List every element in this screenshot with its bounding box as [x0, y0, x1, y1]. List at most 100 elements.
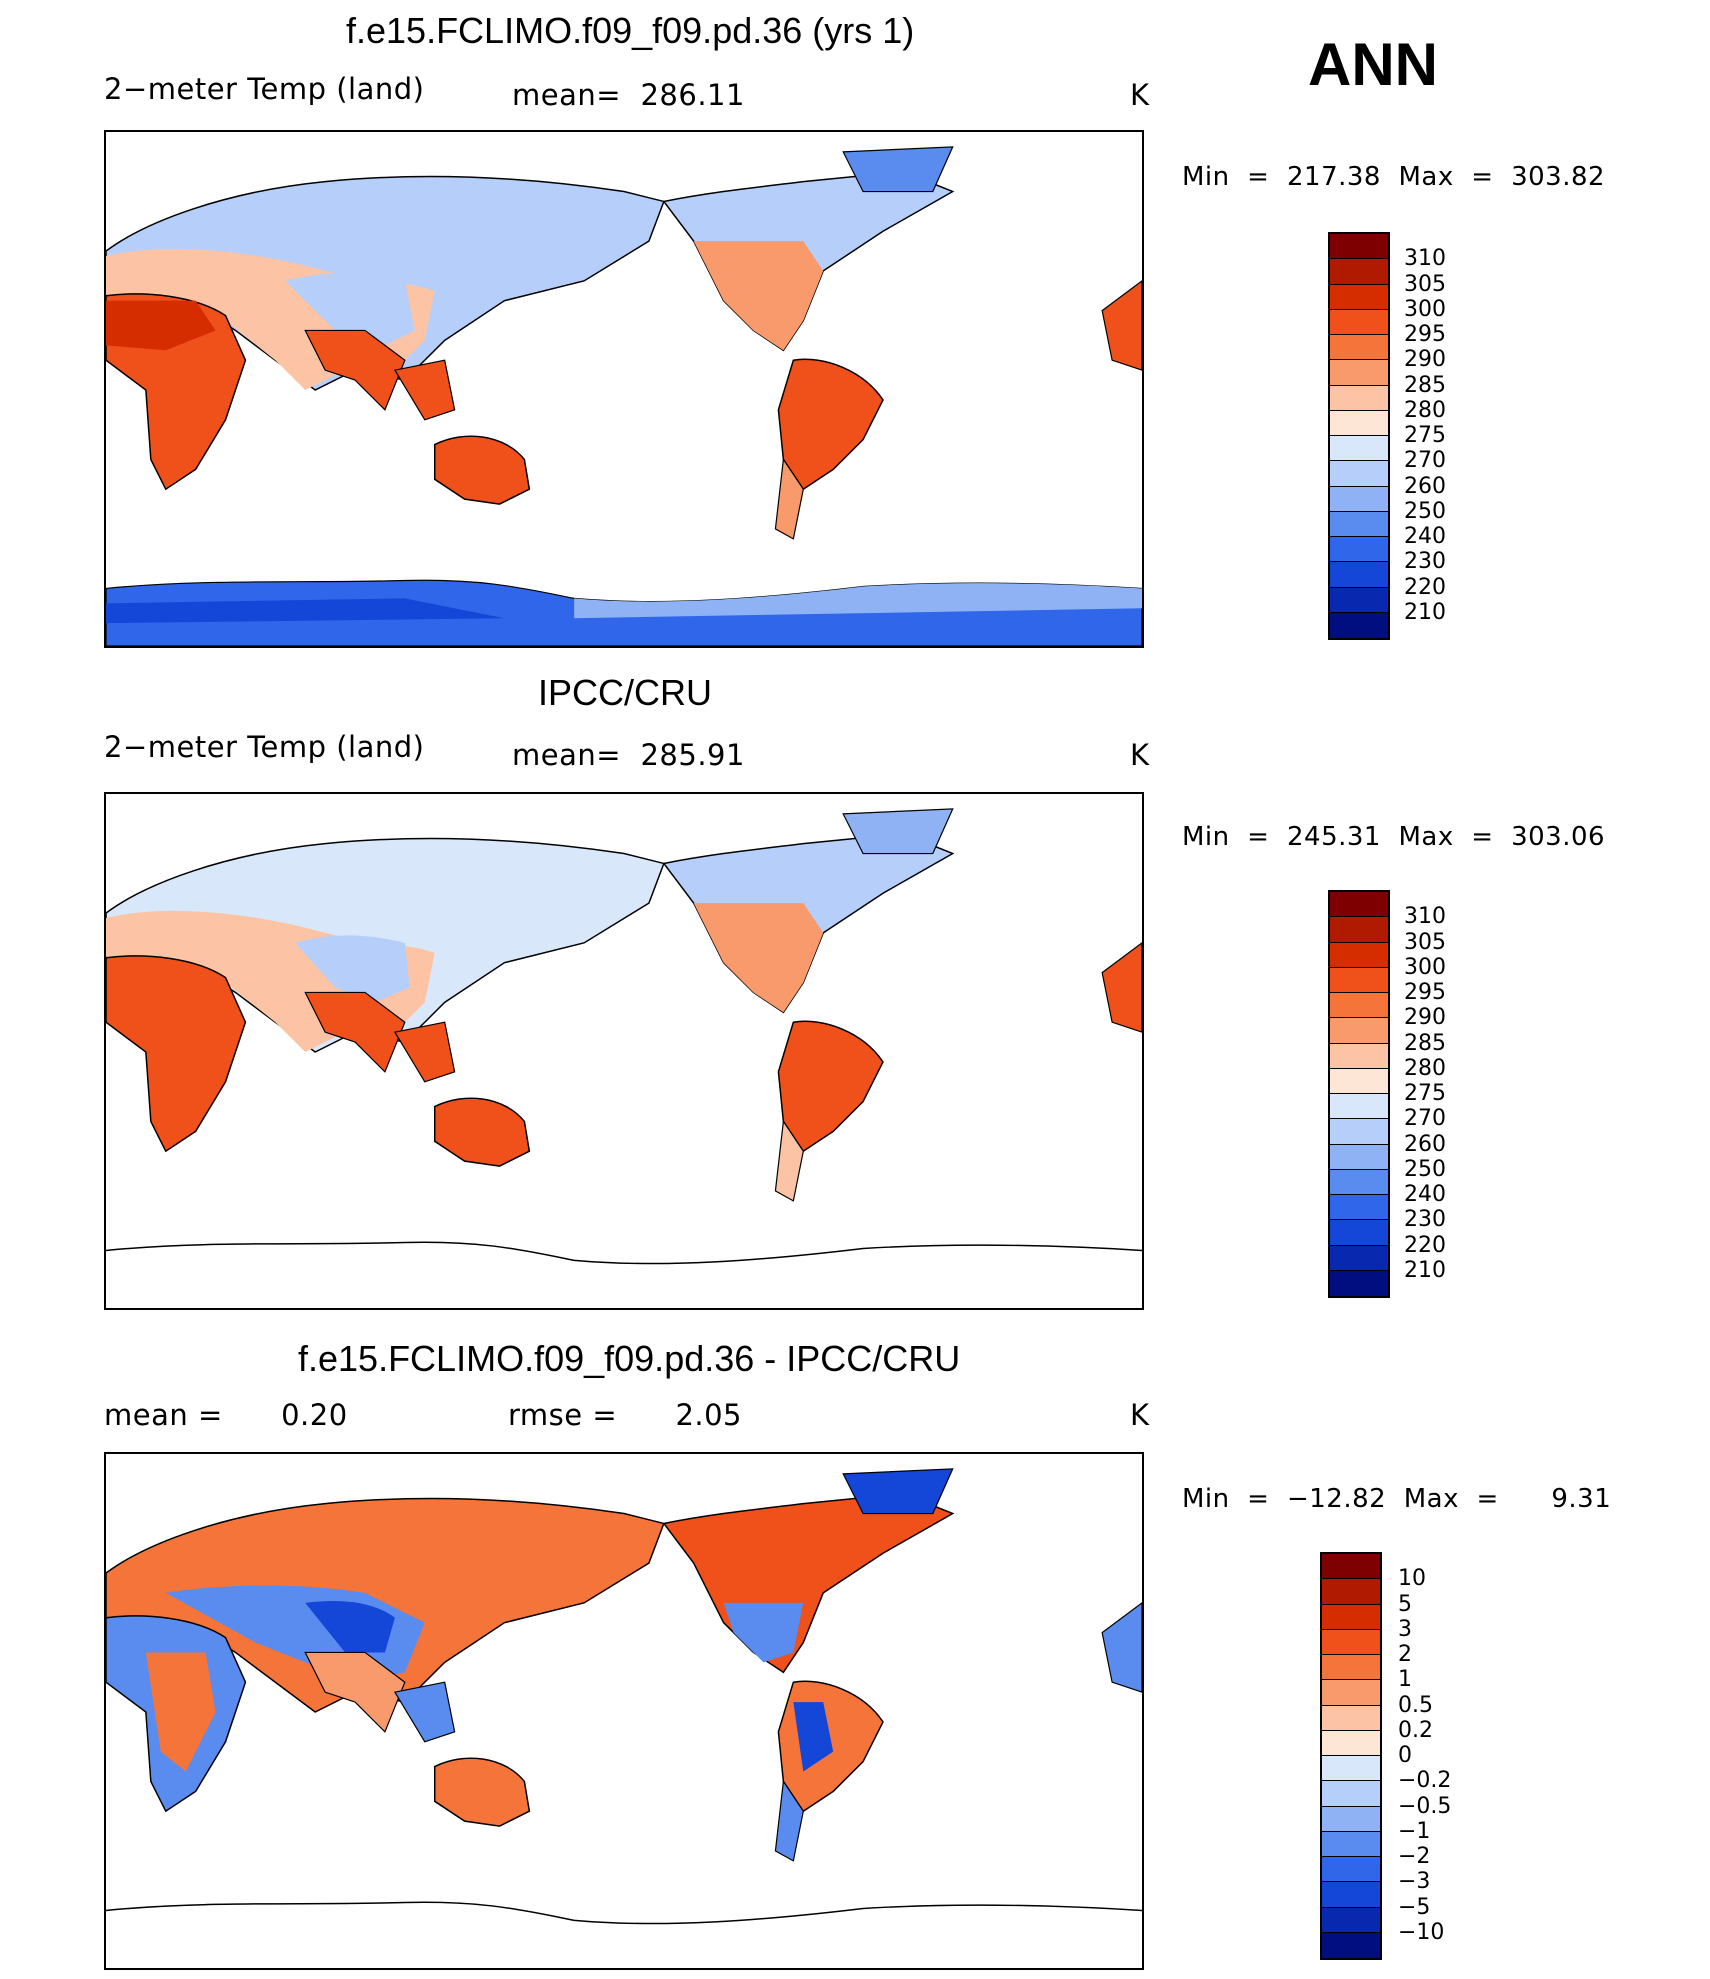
- colorbar-box: [1330, 917, 1388, 943]
- colorbar-box: [1330, 1245, 1388, 1271]
- colorbar-tick-label: 280: [1404, 1055, 1446, 1081]
- colorbar-box: [1330, 1119, 1388, 1145]
- colorbar-tick-label: 250: [1404, 498, 1446, 524]
- colorbar-box: [1330, 942, 1388, 968]
- colorbar-box: [1330, 511, 1388, 537]
- colorbar-tick-label: 230: [1404, 1207, 1446, 1233]
- panel-2-variable-label: 2−meter Temp (land): [104, 730, 425, 764]
- panel-1-variable-label: 2−meter Temp (land): [104, 72, 425, 106]
- colorbar-tick-label: 300: [1404, 296, 1446, 322]
- colorbar-box: [1330, 967, 1388, 993]
- colorbar-box: [1330, 562, 1388, 588]
- colorbar-tick-label: −0.5: [1398, 1793, 1452, 1819]
- colorbar-box: [1322, 1705, 1380, 1731]
- colorbar-tick-label: 270: [1404, 1106, 1446, 1132]
- colorbar-box: [1330, 1068, 1388, 1094]
- colorbar-box: [1322, 1882, 1380, 1908]
- colorbar-tick-label: 230: [1404, 549, 1446, 575]
- colorbar-tick-label: 0: [1398, 1743, 1412, 1768]
- colorbar-box: [1330, 335, 1388, 361]
- colorbar-box: [1330, 234, 1388, 260]
- colorbar-tick-label: 250: [1404, 1156, 1446, 1182]
- colorbar-tick-label: 270: [1404, 448, 1446, 474]
- panel-1-colorbar: [1328, 232, 1390, 640]
- colorbar-box: [1330, 1220, 1388, 1246]
- panel-2-mean: mean= 285.91: [512, 738, 745, 772]
- colorbar-tick-label: 295: [1404, 980, 1446, 1005]
- panel-1-world-map: [106, 146, 1142, 646]
- colorbar-tick-label: 295: [1404, 322, 1446, 347]
- colorbar-box: [1322, 1579, 1380, 1605]
- colorbar-tick-label: 240: [1404, 1182, 1446, 1207]
- panel-3-world-map: [106, 1468, 1142, 1925]
- colorbar-tick-label: 10: [1398, 1566, 1426, 1592]
- panel-3-colorbar: [1320, 1552, 1382, 1960]
- panel-3-rmse: rmse = 2.05: [508, 1398, 743, 1432]
- colorbar-tick-label: 305: [1404, 271, 1446, 297]
- colorbar-tick-label: 0.5: [1398, 1692, 1433, 1718]
- panel-2-map: [104, 792, 1144, 1310]
- colorbar-tick-label: 210: [1404, 1257, 1446, 1283]
- colorbar-box: [1322, 1730, 1380, 1756]
- colorbar-tick-label: 260: [1404, 473, 1446, 499]
- season-label: ANN: [1308, 31, 1438, 98]
- colorbar-box: [1330, 259, 1388, 285]
- colorbar-tick-label: 285: [1404, 372, 1446, 398]
- colorbar-box: [1322, 1629, 1380, 1655]
- colorbar-tick-label: 1: [1398, 1667, 1412, 1693]
- colorbar-tick-label: 290: [1404, 1005, 1446, 1031]
- colorbar-box: [1330, 436, 1388, 462]
- colorbar-tick-label: 310: [1404, 246, 1446, 272]
- colorbar-tick-label: 210: [1404, 599, 1446, 625]
- panel-3-units: K: [1130, 1398, 1150, 1432]
- colorbar-box: [1330, 1169, 1388, 1195]
- colorbar-box: [1330, 410, 1388, 436]
- colorbar-box: [1322, 1831, 1380, 1857]
- colorbar-box: [1330, 892, 1388, 918]
- colorbar-box: [1330, 385, 1388, 411]
- colorbar-tick-label: 275: [1404, 1081, 1446, 1106]
- colorbar-box: [1330, 587, 1388, 613]
- colorbar-box: [1330, 1094, 1388, 1120]
- panel-2-world-map: [106, 808, 1142, 1265]
- panel-1-mean: mean= 286.11: [512, 78, 745, 112]
- colorbar-box: [1322, 1857, 1380, 1883]
- colorbar-box: [1330, 1043, 1388, 1069]
- colorbar-box: [1322, 1680, 1380, 1706]
- colorbar-box: [1330, 461, 1388, 487]
- colorbar-box: [1330, 360, 1388, 386]
- colorbar-box: [1322, 1806, 1380, 1832]
- panel-1-map: [104, 130, 1144, 648]
- panel-2-units: K: [1130, 738, 1150, 772]
- colorbar-box: [1330, 1270, 1388, 1296]
- panel-3-mean: mean = 0.20: [104, 1398, 348, 1432]
- colorbar-box: [1330, 537, 1388, 563]
- colorbar-tick-label: 2: [1398, 1642, 1412, 1667]
- panel-1-title: f.e15.FCLIMO.f09_f09.pd.36 (yrs 1): [346, 10, 915, 51]
- colorbar-tick-label: 5: [1398, 1591, 1412, 1617]
- colorbar-tick-label: 285: [1404, 1030, 1446, 1056]
- colorbar-box: [1330, 1144, 1388, 1170]
- panel-1-units: K: [1130, 78, 1150, 112]
- colorbar-tick-label: 3: [1398, 1616, 1412, 1642]
- colorbar-box: [1330, 284, 1388, 310]
- colorbar-tick-label: 290: [1404, 347, 1446, 373]
- colorbar-box: [1322, 1932, 1380, 1958]
- panel-1-minmax: Min = 217.38 Max = 303.82: [1182, 162, 1606, 192]
- colorbar-tick-label: −3: [1398, 1869, 1431, 1895]
- panel-3-map: [104, 1452, 1144, 1970]
- panel-3-title: f.e15.FCLIMO.f09_f09.pd.36 - IPCC/CRU: [298, 1338, 961, 1379]
- colorbar-box: [1322, 1655, 1380, 1681]
- colorbar-box: [1330, 486, 1388, 512]
- colorbar-tick-label: −2: [1398, 1844, 1431, 1869]
- colorbar-tick-label: 220: [1404, 1232, 1446, 1258]
- colorbar-tick-label: 260: [1404, 1131, 1446, 1157]
- colorbar-tick-label: 220: [1404, 574, 1446, 600]
- colorbar-tick-label: 300: [1404, 954, 1446, 980]
- colorbar-box: [1330, 309, 1388, 335]
- panel-2-title: IPCC/CRU: [538, 672, 713, 713]
- colorbar-box: [1322, 1756, 1380, 1782]
- colorbar-tick-label: 280: [1404, 397, 1446, 423]
- colorbar-box: [1322, 1907, 1380, 1933]
- colorbar-box: [1330, 1018, 1388, 1044]
